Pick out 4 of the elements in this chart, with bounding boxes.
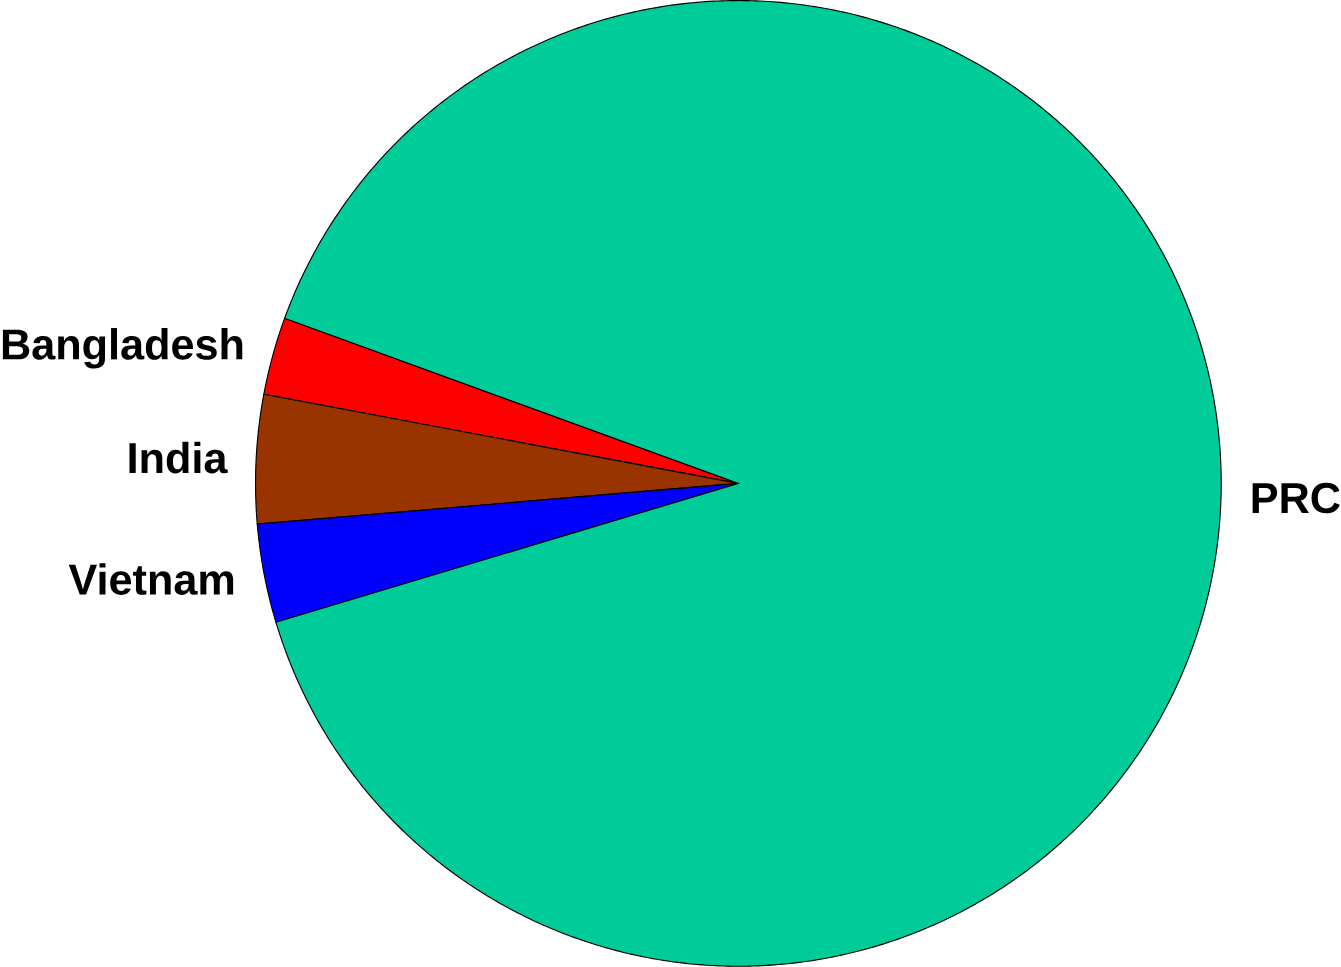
slice-label: Bangladesh [2,328,243,369]
slice-label: PRC [1252,482,1340,514]
slice-label: Vietnam [68,563,234,596]
slice-label: India [129,441,228,474]
